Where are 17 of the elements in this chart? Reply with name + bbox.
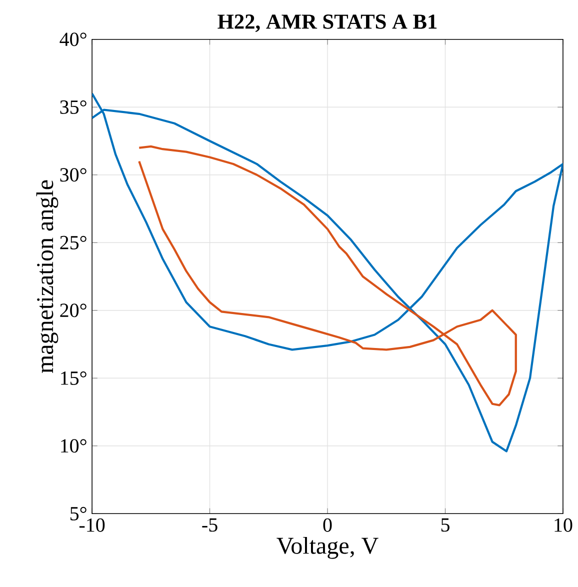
x-tick-label: 10 [554, 518, 572, 532]
y-tick-label: 20° [60, 304, 87, 318]
y-tick-label: 5° [70, 506, 87, 520]
y-tick-label: 40° [60, 32, 87, 46]
y-tick-label: 30° [60, 168, 87, 182]
chart-title: H22, AMR STATS A B1 [218, 14, 437, 32]
x-tick-label: -5 [202, 518, 218, 532]
line-series [92, 92, 564, 452]
x-tick-label: -10 [80, 518, 105, 532]
y-tick-label: 25° [60, 236, 87, 250]
y-tick-label: 10° [61, 439, 87, 453]
y-axis-title: magnetization angle [36, 180, 58, 374]
y-tick-label: 15° [61, 371, 87, 385]
x-tick-label: 0 [323, 518, 332, 532]
y-tick-label: 35° [60, 100, 87, 114]
x-axis-title: Voltage, V [276, 536, 379, 559]
x-tick-label: 5 [442, 518, 450, 532]
